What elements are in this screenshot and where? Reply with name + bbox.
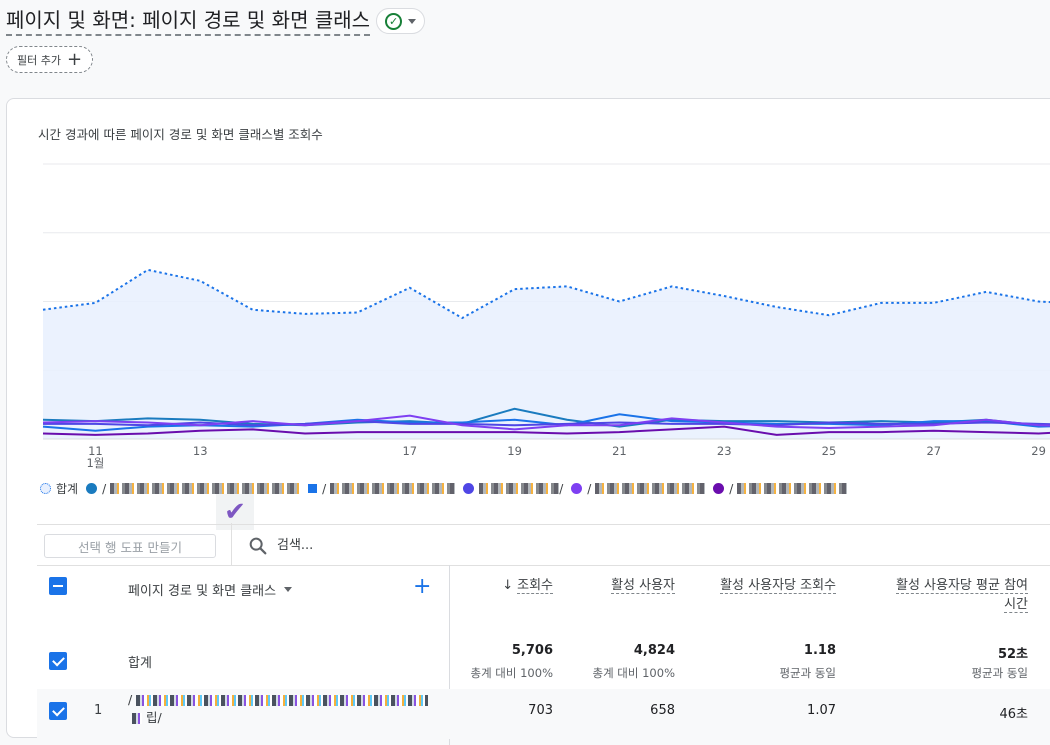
status-dropdown[interactable]: ✓ [376, 8, 426, 34]
x-tick-label: 19 [507, 444, 522, 458]
total-views-per-user: 1.18 [803, 643, 836, 658]
report-card: 시간 경과에 따른 페이지 경로 및 화면 클래스별 조회수 11 13 17 19 2… [6, 98, 1050, 745]
total-row-checkbox[interactable] [49, 652, 67, 670]
toolbar-separator [231, 523, 232, 565]
redacted-path [136, 695, 429, 706]
chart-legend: 합계 / / / / / [40, 480, 855, 497]
x-tick-label: 17 [402, 444, 417, 458]
total-vpu-sublabel: 평균과 동일 [779, 666, 836, 680]
row-checkbox[interactable] [49, 702, 67, 720]
add-filter-label: 필터 추가 [17, 53, 61, 67]
x-tick-label: 27 [926, 444, 941, 458]
row-views: 703 [528, 703, 553, 718]
table-top-divider [37, 565, 1050, 566]
page-title: 페이지 및 화면: 페이지 경로 및 화면 클래스 [6, 6, 371, 36]
row-active-users: 658 [650, 703, 675, 718]
legend-item-series-4[interactable]: / [571, 481, 706, 496]
total-active-users: 4,824 [633, 643, 675, 658]
series-2-legend-icon [308, 484, 318, 493]
total-views: 5,706 [511, 643, 553, 658]
legend-item-series-2[interactable]: / [308, 481, 456, 496]
metric-header-views[interactable]: ↓ 조회수 [502, 578, 553, 594]
total-aet-sublabel: 평균과 동일 [971, 666, 1028, 680]
total-area [43, 269, 1050, 439]
legend-series-1-label: / [102, 481, 107, 496]
plus-icon: + [66, 48, 83, 70]
chart-title: 시간 경과에 따른 페이지 경로 및 화면 클래스별 조회수 [38, 127, 323, 142]
redacted-path-tail [132, 713, 142, 724]
search-icon [249, 537, 267, 555]
legend-item-series-3[interactable]: / [463, 482, 563, 496]
dimension-column-separator [449, 565, 450, 745]
legend-item-series-1[interactable]: / [86, 481, 301, 496]
total-users-sublabel: 총계 대비 100% [592, 666, 675, 680]
series-4-legend-icon [571, 483, 583, 494]
x-tick-label: 23 [717, 444, 732, 458]
total-avg-engagement-time: 52초 [997, 647, 1028, 662]
legend-series-4-label: / [587, 481, 592, 496]
dimension-header[interactable]: 페이지 경로 및 화면 클래스 [128, 580, 293, 599]
x-tick-label: 13 [193, 444, 208, 458]
series-line-total [42, 268, 1050, 320]
row-avg-engagement-time: 46초 [999, 707, 1028, 722]
add-dimension-button[interactable]: + [413, 574, 432, 599]
total-legend-icon [40, 483, 51, 494]
legend-total-label: 합계 [56, 482, 79, 496]
redacted-series-5-name [737, 483, 848, 494]
series-1-legend-icon [86, 483, 98, 494]
x-tick-label: 29 [1031, 444, 1046, 458]
caret-down-icon [408, 18, 417, 24]
plot-selected-rows-button[interactable]: 선택 행 도표 만들기 [44, 534, 216, 558]
total-row-label: 합계 [128, 656, 152, 671]
redacted-series-1-name [110, 483, 301, 494]
caret-down-icon [284, 587, 293, 592]
series-line-4 [42, 414, 1050, 431]
dimension-header-label: 페이지 경로 및 화면 클래스 [128, 584, 277, 599]
search-input[interactable] [277, 535, 577, 555]
select-all-checkbox[interactable] [49, 577, 67, 595]
add-filter-button[interactable]: 필터 추가 + [6, 46, 94, 73]
legend-series-5-label: / [729, 481, 734, 496]
series-line-5 [42, 425, 1050, 436]
x-month-label: 1월 [86, 456, 104, 470]
x-tick-label: 11 [88, 444, 103, 458]
x-tick-label: 21 [612, 444, 627, 458]
metric-header-active-users[interactable]: 활성 사용자 [611, 578, 675, 594]
redacted-series-4-name [595, 483, 706, 494]
metric-header-avg-engagement-time[interactable]: 활성 사용자당 평균 참여 시간 [896, 578, 1028, 613]
row-path-prefix: / [128, 692, 133, 707]
total-views-sublabel: 총계 대비 100% [470, 666, 553, 680]
row-path-suffix: 립/ [145, 710, 162, 725]
check-circle-icon: ✓ [385, 12, 403, 30]
row-page-path[interactable]: / 립/ [128, 691, 438, 727]
legend-item-total[interactable]: 합계 [40, 480, 78, 497]
redacted-series-3-name [479, 483, 560, 494]
legend-series-2-label: / [322, 481, 327, 496]
line-chart: 11 13 17 19 21 23 25 27 29 1월 [42, 163, 1050, 470]
toolbar-divider [37, 524, 1050, 525]
legend-series-3-label: / [559, 481, 564, 496]
x-tick-label: 25 [822, 444, 837, 458]
series-3-legend-icon [463, 483, 475, 494]
row-index: 1 [94, 703, 103, 718]
series-5-legend-icon [713, 483, 725, 494]
legend-item-series-5[interactable]: / [713, 481, 848, 496]
redacted-series-2-name [330, 483, 456, 494]
metric-header-views-per-user[interactable]: 활성 사용자당 조회수 [720, 578, 836, 594]
arrow-down-icon: ↓ [502, 578, 514, 593]
row-views-per-user: 1.07 [807, 703, 836, 718]
